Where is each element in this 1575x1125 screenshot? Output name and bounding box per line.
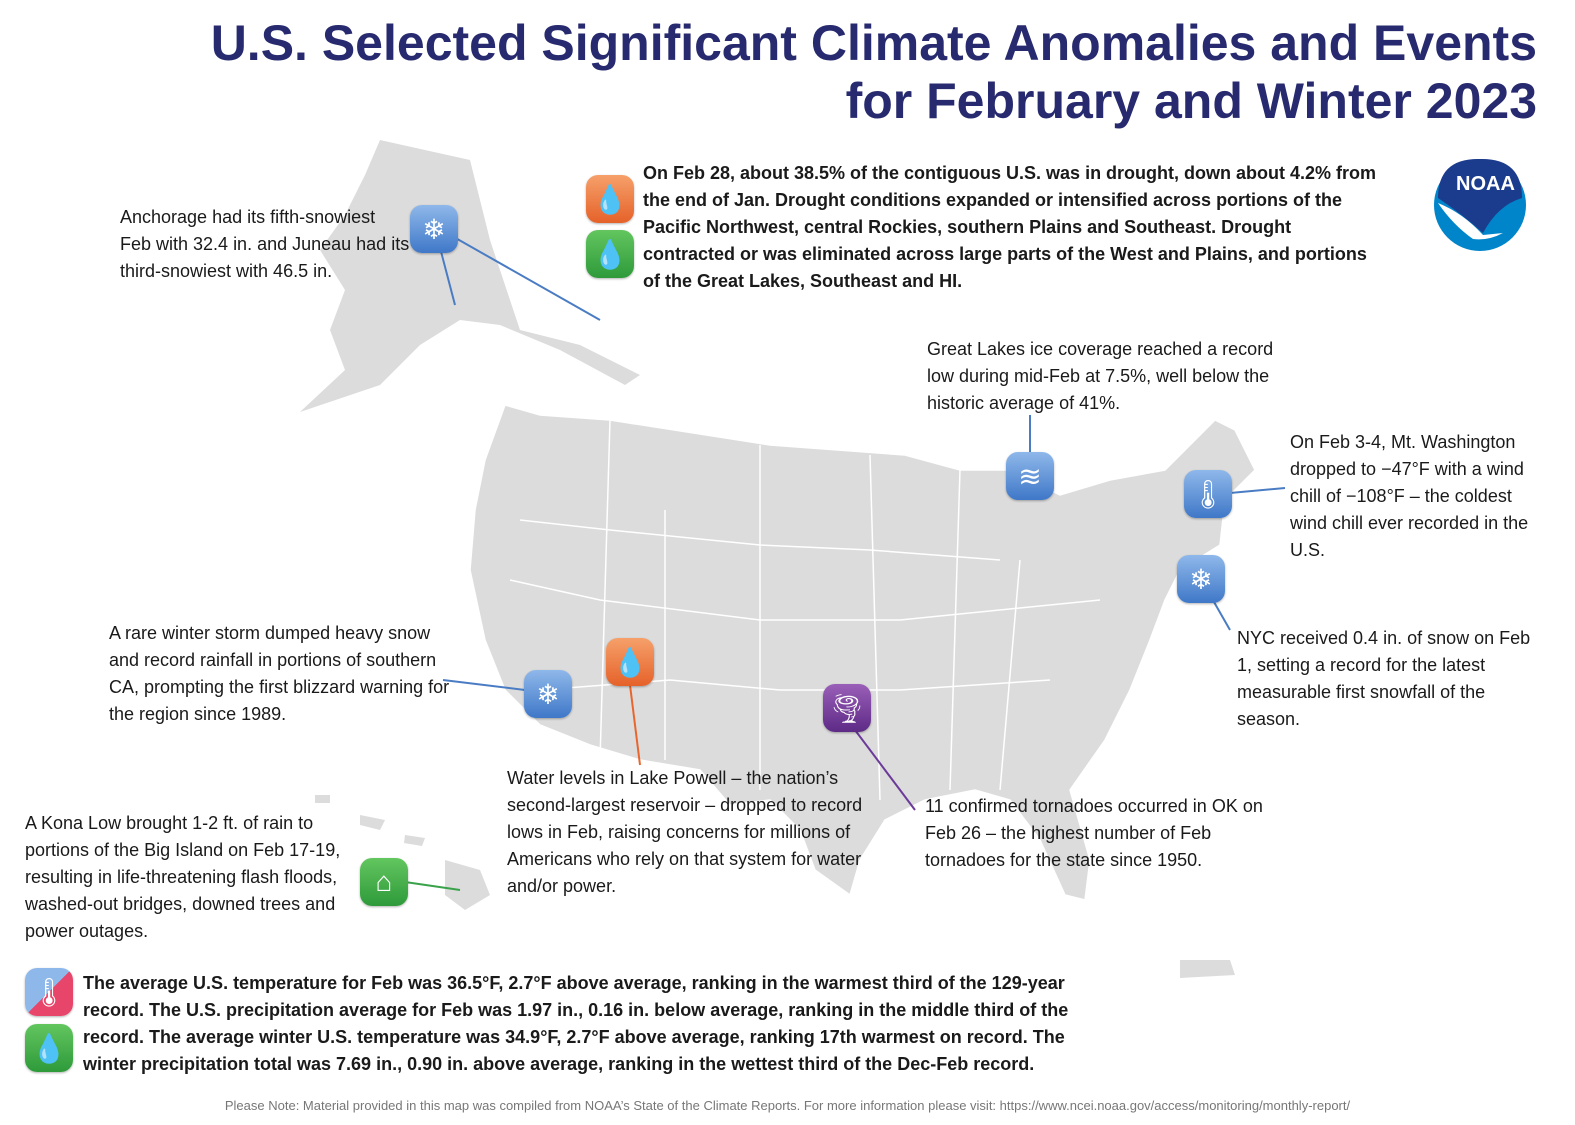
thermometer-icon: 🌡 xyxy=(1184,470,1232,518)
flood-house-icon: ⌂ xyxy=(360,858,408,906)
nyc-event-text: NYC received 0.4 in. of snow on Feb 1, s… xyxy=(1237,628,1531,729)
national-summary-text: The average U.S. temperature for Feb was… xyxy=(83,973,1069,1074)
temperature-icon: 🌡 xyxy=(25,968,73,1016)
drought-summary-text: On Feb 28, about 38.5% of the contiguous… xyxy=(643,163,1377,291)
drought-drop-icon: 💧 xyxy=(606,638,654,686)
title-line-2: for February and Winter 2023 xyxy=(845,73,1537,129)
precipitation-icon: 💧 xyxy=(25,1024,73,1072)
snowflake-icon: ❄ xyxy=(410,205,458,253)
drought-expanded-icon: 💧 xyxy=(586,175,634,223)
alaska-shape xyxy=(300,140,640,412)
california-event-text: A rare winter storm dumped heavy snow an… xyxy=(109,623,450,724)
oklahoma-event-text: 11 confirmed tornadoes occurred in OK on… xyxy=(925,796,1263,870)
hawaii-event-text: A Kona Low brought 1-2 ft. of rain to po… xyxy=(25,813,341,941)
footnote: Please Note: Material provided in this m… xyxy=(224,1098,1351,1113)
snowflake-icon: ❄ xyxy=(1177,555,1225,603)
callout-lines xyxy=(404,231,1286,891)
hawaii-shape xyxy=(315,795,490,910)
puerto-rico-shape xyxy=(1180,960,1235,978)
drought-contracted-icon: 💧 xyxy=(586,230,634,278)
alaska-event-text: Anchorage had its fifth-snowiest Feb wit… xyxy=(120,207,410,281)
noaa-logo-text: NOAA xyxy=(1456,173,1515,195)
great-lakes-event-text: Great Lakes ice coverage reached a recor… xyxy=(927,339,1274,413)
tornado-icon: 🌪 xyxy=(823,684,871,732)
snowflake-icon: ❄ xyxy=(524,670,572,718)
ice-water-icon: ≋ xyxy=(1006,452,1054,500)
mt-washington-event-text: On Feb 3-4, Mt. Washington dropped to −4… xyxy=(1290,432,1529,560)
lake-powell-event-text: Water levels in Lake Powell – the nation… xyxy=(507,768,863,896)
contiguous-us-shape xyxy=(469,404,1256,901)
title-line-1: U.S. Selected Significant Climate Anomal… xyxy=(210,15,1537,71)
noaa-logo: NOAA xyxy=(1418,143,1543,268)
